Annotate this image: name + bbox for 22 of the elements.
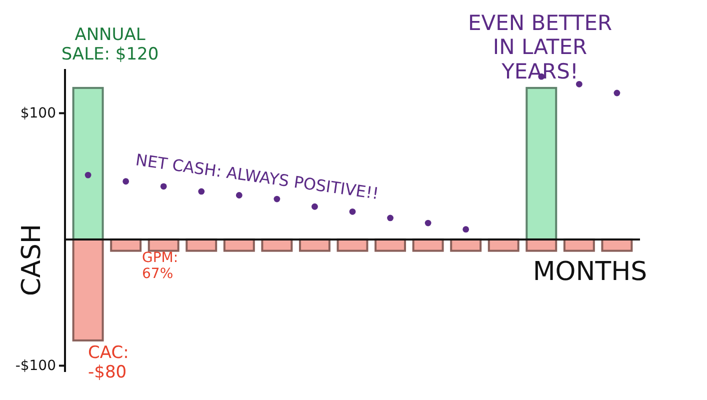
point [160,183,167,190]
y-axis-title: CASH [17,224,47,296]
annotation: GPM: 67% [142,250,178,282]
point [462,226,470,233]
point [576,80,582,88]
point [84,172,92,178]
y-tick-label: -$100 [15,358,56,374]
point [387,214,394,222]
y-tick-label: $100 [20,106,56,122]
point [236,192,242,198]
point [122,178,130,185]
point [424,220,432,226]
x-axis-title: MONTHS [532,257,648,287]
annotation: CAC: -$80 [88,343,129,383]
point [614,90,620,96]
annotation: NET CASH: ALWAYS POSITIVE!! [134,150,380,204]
point [312,203,318,210]
point [349,208,356,215]
point [274,196,280,202]
text: ANNUAL SALE: $120 [61,25,159,65]
annotation: EVEN BETTER IN LATER YEARS! [468,11,612,84]
point [198,188,205,195]
